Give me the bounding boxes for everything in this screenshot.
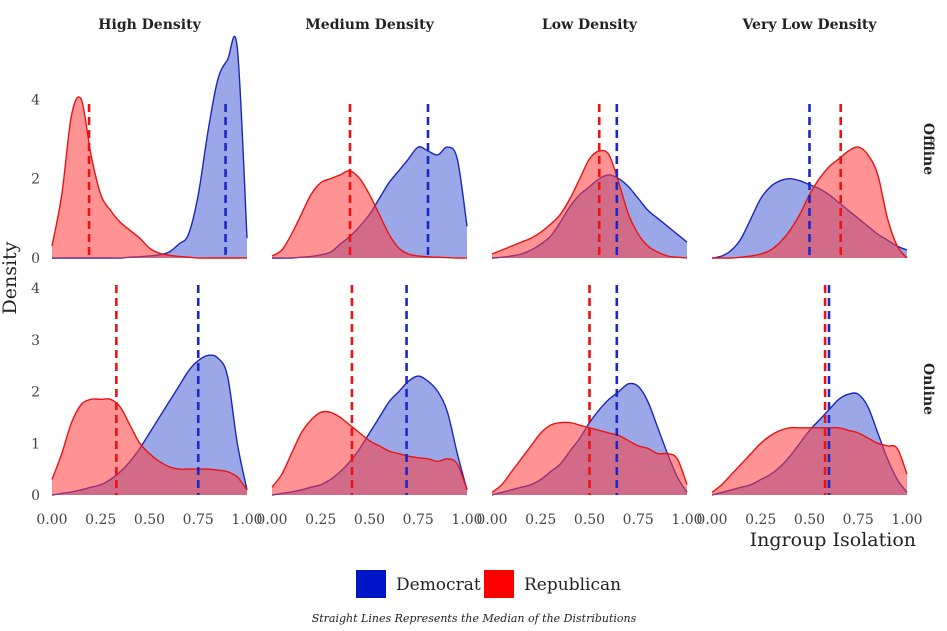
- density-area-republican-offline-medium-density: [272, 170, 467, 259]
- y-tick-labels: 0 2 4 0 1 2 3 4: [31, 92, 40, 504]
- x-tick-label-medium-density-0.00: 0.00: [256, 512, 287, 528]
- y-tick-label-online-4: 4: [31, 281, 40, 297]
- density-line-republican-offline-very-low-density: [711, 146, 908, 259]
- x-tick-label-high-density-1.00: 1.00: [231, 512, 262, 528]
- x-tick-label-medium-density-0.25: 0.25: [305, 512, 336, 528]
- y-tick-label-online-2: 2: [31, 385, 40, 401]
- density-area-republican-online-very-low-density: [712, 427, 907, 495]
- density-area-republican-offline-high-density: [52, 96, 247, 259]
- facet-label-medium-density: Medium Density: [305, 17, 434, 33]
- density-line-republican-offline-high-density: [51, 96, 247, 259]
- density-area-republican-offline-low-density: [492, 150, 687, 258]
- x-tick-label-very-low-density-0.00: 0.00: [696, 512, 727, 528]
- y-tick-label-offline-2: 2: [31, 172, 40, 188]
- x-tick-label-medium-density-0.75: 0.75: [403, 512, 434, 528]
- x-tick-label-low-density-0.25: 0.25: [525, 512, 556, 528]
- panels-layer: [51, 35, 908, 496]
- density-area-democrat-offline-medium-density: [272, 146, 467, 259]
- facet-label-high-density: High Density: [98, 17, 201, 33]
- x-tick-label-low-density-0.00: 0.00: [476, 512, 507, 528]
- x-tick-label-high-density-0.25: 0.25: [85, 512, 116, 528]
- panel-offline-high-density: [51, 35, 248, 259]
- x-tick-label-low-density-1.00: 1.00: [671, 512, 702, 528]
- x-tick-label-very-low-density-0.50: 0.50: [794, 512, 825, 528]
- y-tick-label-offline-4: 4: [31, 92, 40, 108]
- legend: Democrat Republican: [356, 570, 621, 598]
- panel-online-medium-density: [271, 285, 468, 496]
- y-tick-label-online-3: 3: [31, 333, 40, 349]
- panel-online-high-density: [51, 285, 248, 496]
- panel-offline-medium-density: [271, 104, 468, 259]
- chart-caption: Straight Lines Represents the Median of …: [312, 612, 637, 625]
- legend-label-republican: Republican: [524, 575, 621, 595]
- x-tick-label-very-low-density-0.75: 0.75: [843, 512, 874, 528]
- x-tick-label-high-density-0.00: 0.00: [36, 512, 67, 528]
- density-line-republican-online-medium-density: [271, 410, 468, 491]
- density-line-republican-offline-medium-density: [271, 170, 468, 259]
- panel-online-very-low-density: [711, 285, 908, 496]
- facet-label-offline: Offline: [920, 123, 936, 175]
- x-tick-label-low-density-0.75: 0.75: [623, 512, 654, 528]
- panel-offline-very-low-density: [711, 104, 908, 259]
- x-tick-label-very-low-density-0.25: 0.25: [745, 512, 776, 528]
- density-line-republican-online-very-low-density: [711, 426, 908, 493]
- x-tick-label-high-density-0.50: 0.50: [134, 512, 165, 528]
- x-tick-label-high-density-0.75: 0.75: [183, 512, 214, 528]
- density-area-democrat-offline-high-density: [52, 36, 247, 259]
- x-tick-label-medium-density-0.50: 0.50: [354, 512, 385, 528]
- density-line-republican-online-low-density: [491, 421, 688, 493]
- x-tick-label-very-low-density-1.00: 1.00: [891, 512, 922, 528]
- density-line-republican-offline-low-density: [491, 149, 688, 259]
- density-area-republican-online-medium-density: [272, 411, 467, 495]
- legend-label-democrat: Democrat: [396, 575, 481, 595]
- facet-label-very-low-density: Very Low Density: [741, 17, 877, 33]
- x-tick-labels: 0.00 0.25 0.50 0.75 1.000.00 0.25 0.50 0.75 1.00…: [36, 512, 922, 528]
- x-axis-label: Ingroup Isolation: [750, 529, 916, 551]
- y-tick-label-online-0: 0: [31, 488, 40, 504]
- facet-row-labels: Offline Online: [920, 123, 936, 415]
- x-tick-label-medium-density-1.00: 1.00: [451, 512, 482, 528]
- facet-label-low-density: Low Density: [542, 17, 638, 33]
- density-line-republican-online-high-density: [51, 398, 248, 491]
- legend-swatch-republican: [484, 570, 514, 598]
- facet-label-online: Online: [920, 363, 936, 415]
- y-tick-label-offline-0: 0: [31, 251, 40, 267]
- y-axis-label: Density: [0, 241, 21, 314]
- legend-swatch-democrat: [356, 570, 386, 598]
- y-tick-label-online-1: 1: [31, 436, 40, 452]
- facet-strip-labels: High Density Medium Density Low Density Ver…: [98, 17, 877, 33]
- x-tick-label-low-density-0.50: 0.50: [574, 512, 605, 528]
- panel-offline-low-density: [491, 104, 688, 259]
- panel-online-low-density: [491, 285, 688, 496]
